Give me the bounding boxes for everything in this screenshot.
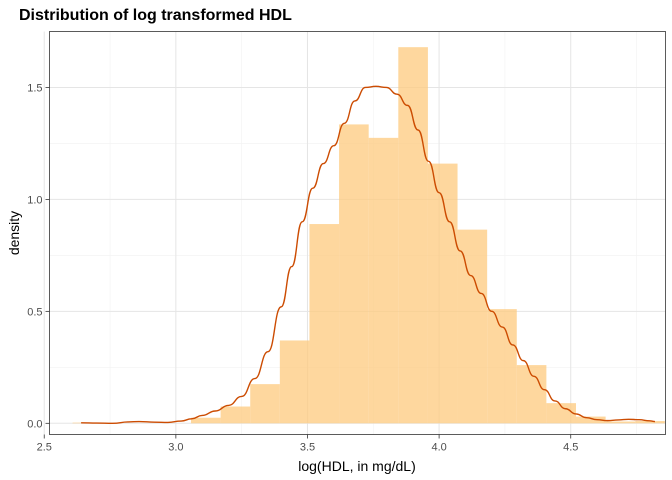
histogram-bar	[279, 340, 310, 424]
density-curve-layer	[81, 85, 655, 425]
histogram-bar	[309, 224, 340, 424]
panel-border	[49, 31, 666, 435]
histogram-bar	[250, 384, 280, 424]
histogram-bars	[72, 47, 665, 424]
y-tick-label: 1.5	[27, 82, 42, 94]
histogram-bar	[220, 406, 251, 424]
y-axis-title: density	[6, 211, 22, 255]
histogram-bar	[487, 309, 517, 424]
y-axis: 0.0 0.5 1.0 1.5	[27, 82, 50, 430]
y-tick-label: 1.0	[27, 194, 42, 206]
histogram-bar	[398, 47, 428, 424]
x-tick-label: 4.5	[563, 442, 578, 454]
x-tick-label: 4.0	[431, 442, 446, 454]
y-tick-label: 0.0	[27, 418, 42, 430]
x-axis: 2.5 3.0 3.5 4.0 4.5	[37, 434, 578, 454]
histogram-bar	[190, 417, 221, 424]
histogram-bar	[575, 416, 606, 424]
y-tick-label: 0.5	[27, 306, 42, 318]
histogram-bar	[457, 229, 488, 424]
chart-title: Distribution of log transformed HDL	[19, 7, 292, 24]
x-tick-label: 2.5	[37, 442, 52, 454]
x-axis-title: log(HDL, in mg/dL)	[298, 458, 416, 474]
histogram-bar	[427, 163, 458, 424]
histogram-bar	[368, 137, 399, 424]
histogram-bar	[339, 124, 369, 424]
x-tick-label: 3.0	[168, 442, 183, 454]
histogram-bar	[546, 403, 576, 424]
density-curve	[81, 85, 655, 425]
histogram-bar	[635, 421, 665, 424]
histogram-bar	[605, 421, 636, 424]
x-tick-label: 3.5	[300, 442, 315, 454]
